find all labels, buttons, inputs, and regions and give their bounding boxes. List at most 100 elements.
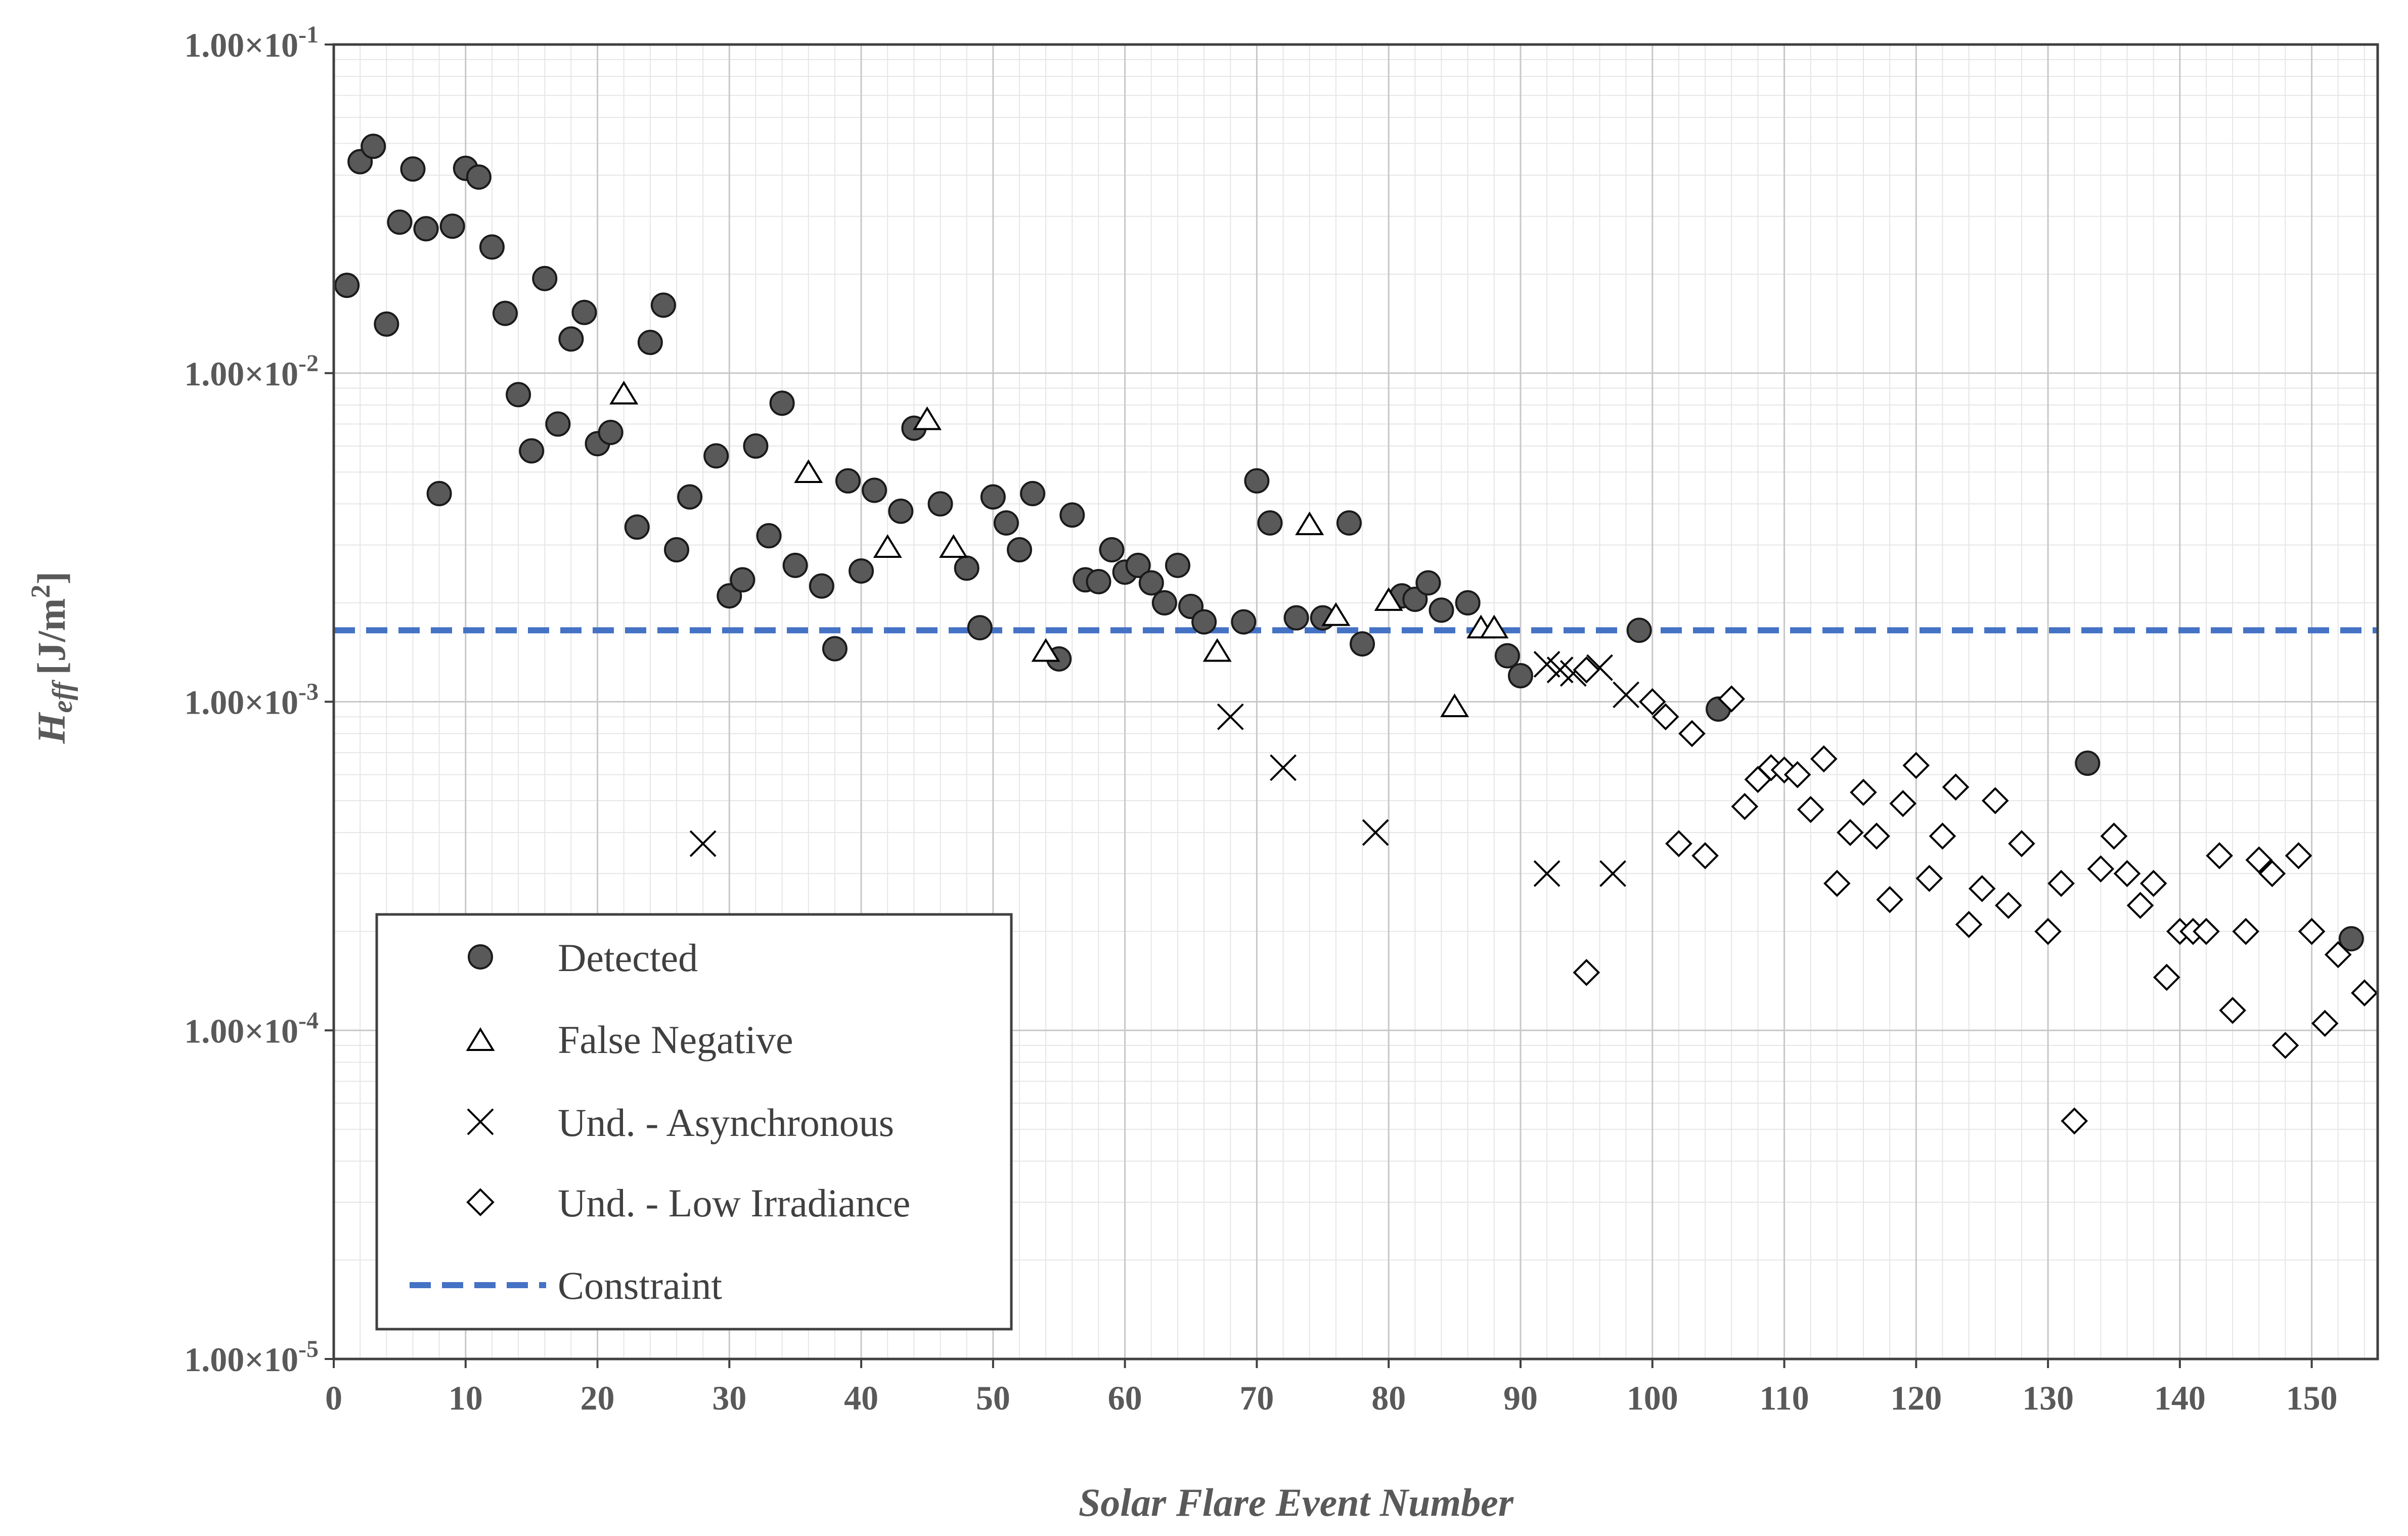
point-low-irradiance [1718,685,1746,713]
y-tick-label: 1.00×10-5 [184,1336,319,1379]
point-low-irradiance [1837,819,1864,846]
point-asynchronous [1599,860,1626,887]
point-low-irradiance [2219,996,2246,1024]
point-detected [862,477,887,503]
y-tick-label: 1.00×10-1 [184,21,319,64]
x-tick-label: 100 [1627,1379,1678,1417]
legend-box [375,913,1013,1331]
x-tick-label: 40 [844,1379,878,1417]
point-low-irradiance [1652,703,1679,731]
point-detected [1020,480,1046,506]
x-tick-label: 120 [1890,1379,1942,1417]
point-low-irradiance [1955,911,1983,938]
point-detected [374,311,399,337]
point-low-irradiance [2298,917,2326,945]
point-false-negative [1480,615,1509,639]
point-detected [650,292,676,318]
point-detected [927,491,953,517]
point-low-irradiance [1573,959,1600,986]
point-detected [1257,510,1283,536]
point-detected [1283,605,1309,631]
point-false-negative [912,406,942,430]
legend-marker-asynchronous [467,1108,494,1135]
point-low-irradiance [2193,917,2220,945]
point-detected [677,484,703,510]
point-low-irradiance [1678,720,1706,748]
point-low-irradiance [2258,860,2286,888]
point-detected [743,433,769,459]
point-detected [1507,663,1533,689]
point-false-negative [1374,587,1403,611]
point-low-irradiance [1797,796,1824,823]
point-asynchronous [1533,860,1560,887]
point-asynchronous [689,830,717,857]
point-false-negative [939,534,968,558]
point-low-irradiance [2034,917,2062,945]
x-tick-label: 20 [581,1379,615,1417]
point-detected [1007,537,1033,563]
point-asynchronous [1217,703,1244,730]
point-false-negative [609,380,639,405]
point-detected [439,213,465,239]
point-low-irradiance [1995,892,2022,919]
legend-marker-low-irradiance [466,1188,495,1216]
point-asynchronous [1270,754,1297,781]
point-low-irradiance [1981,787,2009,814]
point-detected [387,209,413,235]
point-detected [703,443,729,469]
point-low-irradiance [2245,846,2273,874]
point-detected [730,567,755,593]
point-detected [1336,510,1362,536]
x-tick-label: 110 [1759,1379,1809,1417]
point-detected [822,636,848,662]
point-low-irradiance [1638,688,1666,716]
point-low-irradiance [1783,761,1811,788]
point-detected [888,498,914,524]
legend-label-detected: Detected [558,936,698,980]
point-detected [835,468,861,494]
legend-marker-false-negative [466,1027,495,1051]
point-detected [1494,643,1520,669]
point-false-negative [1295,511,1324,536]
y-axis-ticks: 1.00×10-1 1.00×10-2 1.00×10-3 1.00×10-4 1.00… [184,21,334,1379]
point-low-irradiance [2311,1010,2339,1037]
point-detected [1244,468,1270,494]
point-detected [493,300,518,326]
legend-marker-detected [468,944,493,970]
point-low-irradiance [1968,875,1996,902]
y-axis-title-subscript: eff [47,679,78,713]
point-detected [506,382,531,408]
point-low-irradiance [2139,869,2167,897]
x-tick-label: 90 [1503,1379,1538,1417]
point-detected [1125,552,1151,578]
legend-label-false-negative: False Negative [558,1018,793,1062]
point-asynchronous [1362,819,1389,846]
point-detected [479,234,505,260]
point-detected [1415,570,1441,596]
legend-label-asynchronous: Und. - Asynchronous [558,1101,894,1145]
point-low-irradiance [1929,822,1956,850]
point-detected [2075,751,2101,776]
point-detected [532,266,558,291]
x-axis-ticks: 0 10 20 30 40 50 60 70 80 90 100 110 120 130 140 150 [325,1359,2338,1417]
points-layer [334,134,2378,1135]
point-detected [598,420,623,446]
x-tick-label: 130 [2022,1379,2074,1417]
point-low-irradiance [1731,793,1759,820]
point-detected [400,156,426,182]
y-tick-label: 1.00×10-4 [184,1007,319,1050]
x-tick-label: 0 [325,1379,342,1417]
point-low-irradiance [2206,842,2233,869]
point-false-negative [1321,602,1351,626]
y-axis-title-unit: [J/m [29,598,73,675]
point-detected [980,484,1006,510]
point-detected [637,330,663,356]
point-detected [413,216,439,242]
point-low-irradiance [1915,864,1943,892]
point-detected [571,299,597,325]
point-low-irradiance [2271,1032,2299,1059]
point-false-negative [794,459,823,484]
point-low-irradiance [2100,822,2128,850]
point-detected [782,552,808,578]
point-detected [1151,590,1177,616]
